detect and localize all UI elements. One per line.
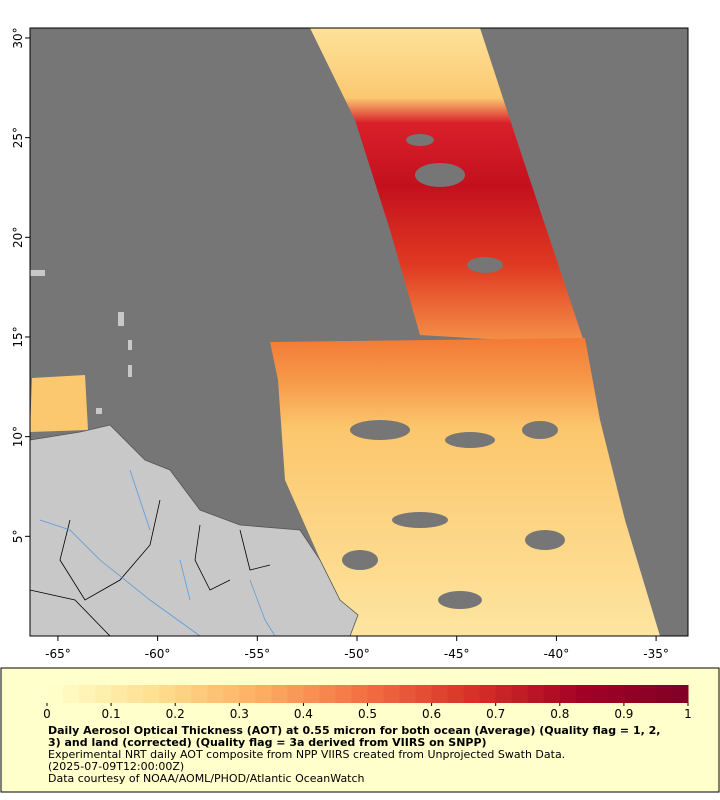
north-swath <box>310 28 585 345</box>
y-tick-label: 30° <box>11 27 25 48</box>
colorbar-tick-label: 0 <box>43 707 51 721</box>
colorbar-cell <box>495 685 513 703</box>
land-aot-patch <box>30 375 88 432</box>
x-tick-label: -55° <box>245 647 271 661</box>
colorbar-cell <box>271 685 288 703</box>
caption: Daily Aerosol Optical Thickness (AOT) at… <box>48 725 673 785</box>
colorbar-cell <box>383 685 401 703</box>
colorbar-cell <box>191 685 208 703</box>
caption-line: Data courtesy of NOAA/AOML/PHOD/Atlantic… <box>48 772 365 785</box>
colorbar-cell <box>303 685 320 703</box>
borders <box>29 499 271 637</box>
colorbar-cell <box>607 685 625 703</box>
colorbar-cell <box>479 685 497 703</box>
x-tick-label: -40° <box>544 647 570 661</box>
y-tick-label: 20° <box>11 227 25 248</box>
colorbar-cell <box>351 685 368 703</box>
colorbar-cell <box>127 685 144 703</box>
colorbar-cell <box>207 685 224 703</box>
colorbar-cell <box>111 685 128 703</box>
colorbar-tick-label: 0.5 <box>358 707 377 721</box>
colorbar-cell <box>463 685 481 703</box>
x-tick-label: -60° <box>145 647 171 661</box>
y-tick-label: 15° <box>11 326 25 347</box>
colorbar-tick-label: 0.2 <box>166 707 185 721</box>
colorbar-cell <box>655 685 673 703</box>
colorbar-tick-label: 0.1 <box>102 707 121 721</box>
colorbar-tick-label: 1 <box>684 707 692 721</box>
colorbar-tick-label: 0.9 <box>614 707 633 721</box>
colorbar-cell <box>623 685 641 703</box>
colorbar-cell <box>143 685 160 703</box>
colorbar-cell <box>527 685 545 703</box>
colorbar-cell <box>47 685 64 703</box>
colorbar-cell <box>95 685 112 703</box>
colorbar-cell <box>399 685 417 703</box>
colorbar-cell <box>431 685 449 703</box>
colorbar-cell <box>591 685 609 703</box>
x-tick-label: -50° <box>344 647 370 661</box>
x-tick-label: -65° <box>45 647 71 661</box>
colorbar-cell <box>335 685 352 703</box>
colorbar-cell <box>511 685 529 703</box>
colorbar-cell <box>319 685 336 703</box>
colorbar-cell <box>367 685 385 703</box>
colorbar-cell <box>287 685 304 703</box>
caption-title: Daily Aerosol Optical Thickness (AOT) at… <box>48 724 661 749</box>
colorbar-cell <box>175 685 192 703</box>
colorbar-cell <box>543 685 561 703</box>
x-tick-label: -35° <box>643 647 669 661</box>
colorbar-cell <box>559 685 577 703</box>
south-america-land <box>29 424 359 637</box>
colorbar-cell <box>639 685 657 703</box>
colorbar-tick-label: 0.8 <box>550 707 569 721</box>
colorbar-tick-label: 0.6 <box>422 707 441 721</box>
x-tick-label: -45° <box>444 647 470 661</box>
colorbar-tick-label: 0.4 <box>294 707 313 721</box>
y-tick-label: 25° <box>11 127 25 148</box>
islands <box>30 270 132 414</box>
colorbar-tick-label: 0.7 <box>486 707 505 721</box>
colorbar-cell <box>671 685 689 703</box>
colorbar-cell <box>63 685 80 703</box>
colorbar-cell <box>447 685 465 703</box>
y-tick-label: 10° <box>11 426 25 447</box>
y-tick-label: 5° <box>11 530 25 544</box>
colorbar-cell <box>415 685 433 703</box>
data-gaps <box>342 134 565 609</box>
colorbar-cell <box>159 685 176 703</box>
rivers <box>39 469 276 637</box>
colorbar: 0 0.1 0.2 0.3 0.4 0.5 0.6 0.7 0.8 0.9 1 <box>43 685 692 721</box>
caption-line: Experimental NRT daily AOT composite fro… <box>48 748 566 761</box>
colorbar-cell <box>255 685 272 703</box>
map-frame <box>29 27 689 637</box>
colorbar-cell <box>79 685 96 703</box>
colorbar-cell <box>575 685 593 703</box>
map-area <box>29 27 689 637</box>
colorbar-tick-label: 0.3 <box>230 707 249 721</box>
colorbar-cell <box>223 685 240 703</box>
colorbar-cell <box>239 685 256 703</box>
caption-line: (2025-07-09T12:00:00Z) <box>48 760 185 773</box>
